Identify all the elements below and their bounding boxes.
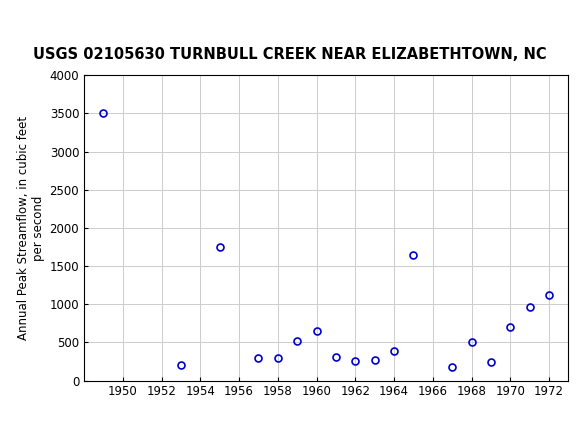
Y-axis label: Annual Peak Streamflow, in cubic feet
per second: Annual Peak Streamflow, in cubic feet pe… bbox=[17, 116, 45, 340]
FancyBboxPatch shape bbox=[2, 3, 51, 34]
Text: ▒USGS: ▒USGS bbox=[3, 8, 53, 28]
Text: USGS 02105630 TURNBULL CREEK NEAR ELIZABETHTOWN, NC: USGS 02105630 TURNBULL CREEK NEAR ELIZAB… bbox=[33, 47, 547, 62]
